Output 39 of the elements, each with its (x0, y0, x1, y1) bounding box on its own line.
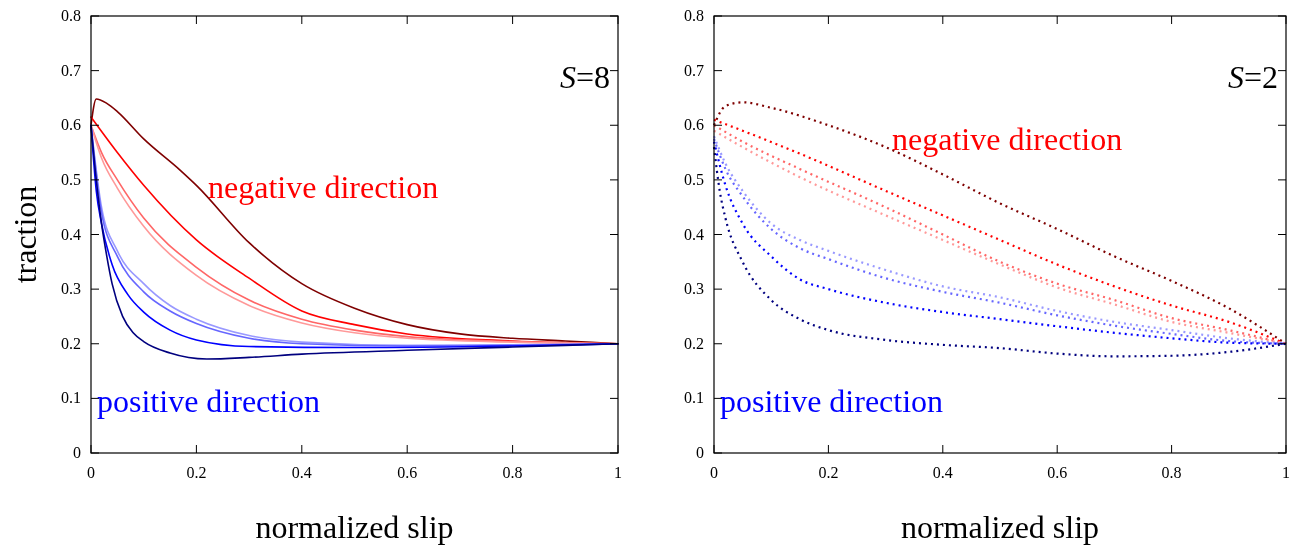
x-tick-label: 0.4 (932, 464, 953, 481)
annotation: positive direction (97, 383, 321, 419)
x-tick-label: 0.2 (186, 464, 207, 481)
x-tick-label: 0 (87, 464, 95, 481)
x-tick-label: 0.6 (397, 464, 418, 481)
y-tick-label: 0.1 (61, 389, 81, 407)
annotation: positive direction (720, 383, 944, 419)
y-tick-label: 0.8 (684, 7, 704, 24)
y-tick-label: 0.6 (61, 116, 81, 134)
y-tick-label: 0.3 (684, 280, 704, 298)
x-tick-label: 0.8 (502, 464, 523, 481)
y-tick-label: 0.7 (61, 61, 81, 79)
y-tick-label: 0.5 (684, 170, 704, 188)
x-tick-label: 0.4 (291, 464, 312, 481)
y-tick-label: 0.8 (61, 7, 81, 24)
y-tick-label: 0.3 (61, 280, 81, 298)
y-tick-label: 0.1 (684, 389, 704, 407)
annotation: negative direction (892, 121, 1123, 157)
x-tick-label: 0 (710, 464, 718, 481)
annotation: S=8 (559, 59, 610, 95)
y-tick-label: 0.4 (61, 225, 81, 243)
y-axis-title: traction (7, 185, 43, 284)
annotation: S=2 (1227, 59, 1278, 95)
x-tick-label: 0.2 (818, 464, 839, 481)
y-tick-label: 0.6 (684, 116, 704, 134)
x-axis-title: normalized slip (255, 509, 454, 545)
annotation: negative direction (208, 169, 439, 205)
y-tick-label: 0 (696, 444, 704, 461)
x-tick-label: 0.8 (1161, 464, 1182, 481)
y-tick-label: 0.2 (61, 334, 81, 352)
x-tick-label: 1 (1282, 464, 1290, 481)
y-tick-label: 0.5 (61, 170, 81, 188)
y-tick-label: 0.7 (684, 61, 704, 79)
y-tick-label: 0.4 (684, 225, 704, 243)
y-tick-label: 0 (73, 444, 81, 461)
x-axis-title: normalized slip (900, 509, 1100, 545)
x-tick-label: 1 (614, 464, 622, 481)
y-tick-label: 0.2 (684, 334, 704, 352)
x-tick-label: 0.6 (1047, 464, 1068, 481)
